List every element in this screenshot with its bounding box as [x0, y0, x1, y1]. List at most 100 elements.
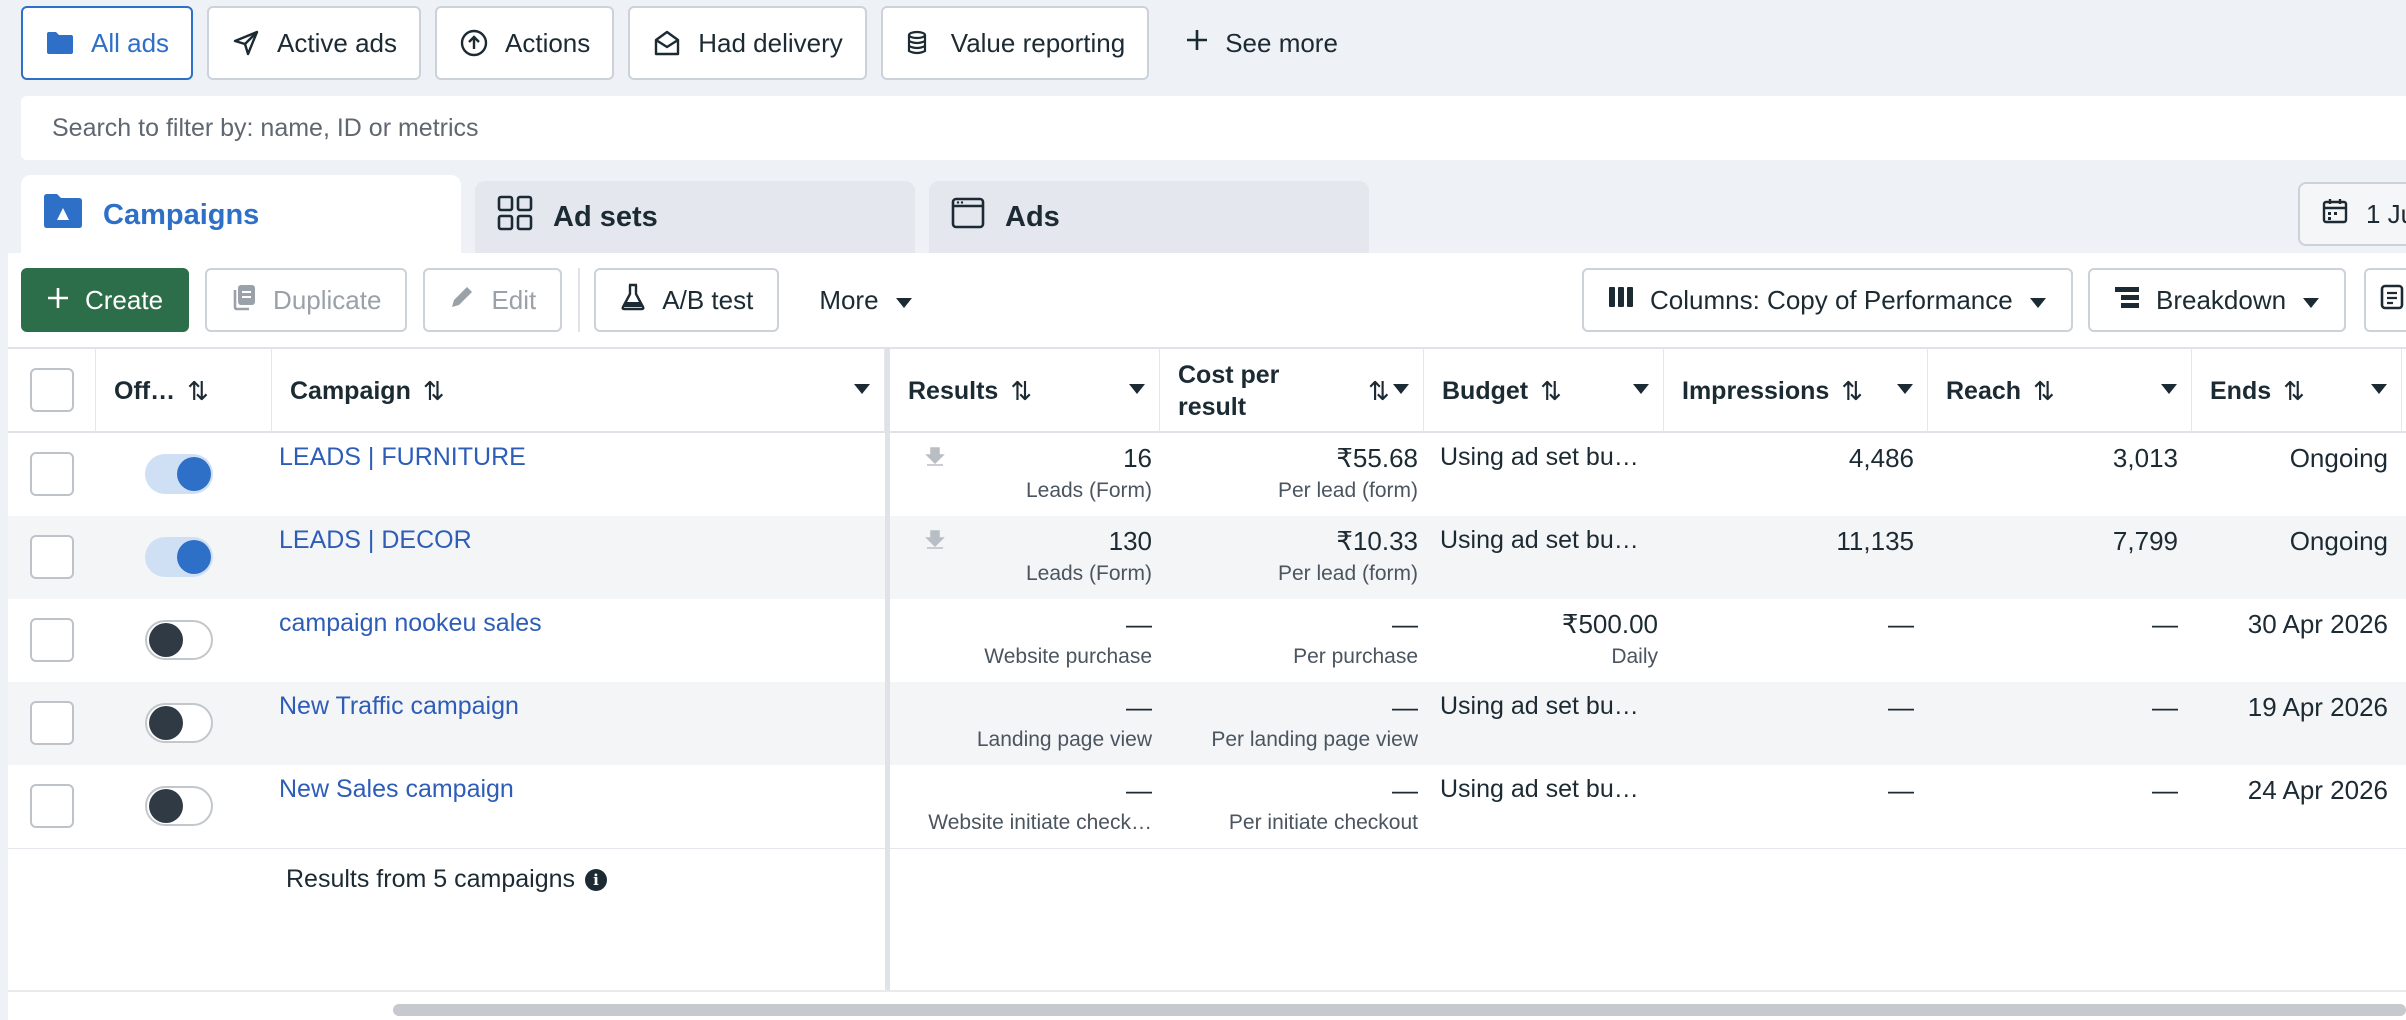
- campaign-name-link[interactable]: campaign nookeu sales: [279, 609, 542, 637]
- budget-value[interactable]: ₹500.00: [1561, 609, 1658, 639]
- sort-icon[interactable]: ⇅: [1540, 375, 1562, 406]
- row-checkbox[interactable]: [30, 784, 74, 828]
- header-results[interactable]: Results ⇅: [890, 349, 1160, 433]
- see-more-label: See more: [1225, 27, 1338, 58]
- create-button[interactable]: Create: [21, 268, 190, 332]
- pencil-icon: [449, 284, 475, 317]
- filter-had-delivery-label: Had delivery: [698, 27, 843, 58]
- campaign-toggle[interactable]: [145, 454, 213, 494]
- table-row[interactable]: New Sales campaign — Website initiate ch…: [8, 765, 2406, 848]
- more-button[interactable]: More: [795, 268, 936, 332]
- filter-all-ads[interactable]: All ads: [21, 6, 194, 80]
- filter-value-reporting[interactable]: Value reporting: [880, 6, 1150, 80]
- tab-ads[interactable]: Ads: [929, 181, 1369, 253]
- sort-icon[interactable]: ⇅: [187, 375, 209, 406]
- row-checkbox[interactable]: [30, 701, 74, 745]
- sort-icon[interactable]: ⇅: [1368, 376, 1390, 406]
- campaign-name-link[interactable]: LEADS | FURNITURE: [279, 443, 526, 471]
- sort-icon[interactable]: ⇅: [422, 375, 445, 406]
- caret-down-icon[interactable]: [2161, 384, 2177, 394]
- caret-down-icon[interactable]: [1633, 384, 1649, 394]
- results-type: Website initiate check…: [928, 811, 1152, 834]
- row-checkbox[interactable]: [30, 618, 74, 662]
- impressions-value: 11,135: [1836, 526, 1914, 556]
- table-row[interactable]: New Traffic campaign — Landing page view…: [8, 682, 2406, 765]
- caret-down-icon[interactable]: [854, 384, 870, 394]
- caret-down-icon[interactable]: [1129, 384, 1145, 394]
- header-budget[interactable]: Budget ⇅: [1424, 349, 1664, 433]
- header-reach[interactable]: Reach ⇅: [1928, 349, 2192, 433]
- budget-value[interactable]: Using ad set bu…: [1440, 692, 1639, 720]
- tab-campaigns[interactable]: Campaigns: [21, 175, 461, 255]
- table-row[interactable]: campaign nookeu sales — Website purchase…: [8, 599, 2406, 682]
- sort-icon[interactable]: ⇅: [1841, 375, 1864, 406]
- caret-down-icon[interactable]: [1897, 384, 1913, 394]
- cost-type: Per lead (form): [1277, 562, 1418, 585]
- sort-icon[interactable]: ⇅: [2283, 375, 2305, 406]
- results-type: Website purchase: [984, 645, 1152, 668]
- impressions-value: —: [1888, 609, 1914, 639]
- campaign-toggle[interactable]: [145, 786, 213, 826]
- toolbar: Create Duplicate Edit A/B test More: [8, 253, 2406, 347]
- tab-campaigns-label: Campaigns: [103, 198, 260, 231]
- duplicate-button[interactable]: Duplicate: [205, 268, 408, 332]
- horizontal-scrollbar[interactable]: [393, 1004, 2406, 1016]
- table-row[interactable]: LEADS | DECOR 130 Leads (Form) ₹10.33 Pe…: [8, 516, 2406, 599]
- results-type: Landing page view: [976, 728, 1152, 751]
- edit-button[interactable]: Edit: [423, 268, 563, 332]
- search-input[interactable]: Search to filter by: name, ID or metrics: [21, 96, 2406, 160]
- date-range-label: 1 Ju: [2366, 198, 2406, 229]
- header-select-cell: [8, 349, 96, 433]
- header-cost-per-result[interactable]: Cost per result ⇅: [1160, 349, 1424, 433]
- reports-button[interactable]: [2364, 268, 2406, 332]
- sort-icon[interactable]: ⇅: [2033, 375, 2055, 406]
- see-more-button[interactable]: See more: [1163, 6, 1360, 80]
- columns-button[interactable]: Columns: Copy of Performance: [1582, 268, 2073, 332]
- select-all-checkbox[interactable]: [30, 368, 74, 412]
- sort-icon[interactable]: ⇅: [1010, 375, 1033, 406]
- row-checkbox[interactable]: [30, 452, 74, 496]
- campaign-name-link[interactable]: New Traffic campaign: [279, 692, 519, 720]
- toggle-knob: [149, 706, 183, 740]
- arrow-up-circle-icon: [459, 28, 489, 58]
- caret-down-icon[interactable]: [2371, 384, 2387, 394]
- campaign-name-link[interactable]: LEADS | DECOR: [279, 526, 472, 554]
- row-checkbox[interactable]: [30, 535, 74, 579]
- campaign-name-link[interactable]: New Sales campaign: [279, 775, 514, 803]
- columns-label: Columns: Copy of Performance: [1650, 284, 2013, 315]
- calendar-icon: [2322, 198, 2348, 231]
- impressions-value: —: [1888, 775, 1914, 805]
- header-off-on-label: Off…: [114, 376, 176, 405]
- breakdown-button[interactable]: Breakdown: [2088, 268, 2347, 332]
- budget-value[interactable]: Using ad set bu…: [1440, 775, 1639, 803]
- table-row[interactable]: LEADS | FURNITURE 16 Leads (Form) ₹55.68…: [8, 433, 2406, 516]
- reach-value: —: [2152, 692, 2178, 722]
- filter-actions[interactable]: Actions: [435, 6, 615, 80]
- header-ends[interactable]: Ends ⇅: [2192, 349, 2402, 433]
- header-off-on[interactable]: Off… ⇅: [96, 349, 272, 433]
- campaign-toggle[interactable]: [145, 620, 213, 660]
- date-range-picker[interactable]: 1 Ju: [2298, 182, 2406, 246]
- paper-plane-icon: [231, 28, 261, 58]
- tab-ad-sets[interactable]: Ad sets: [475, 181, 915, 253]
- header-cost-label-line2: result: [1178, 393, 1247, 421]
- campaign-toggle[interactable]: [145, 537, 213, 577]
- budget-value[interactable]: Using ad set bu…: [1440, 443, 1639, 471]
- reach-value: 7,799: [2112, 526, 2178, 556]
- info-icon[interactable]: i: [585, 868, 608, 891]
- frozen-column-divider[interactable]: [885, 347, 890, 990]
- ends-value: 30 Apr 2026: [2247, 609, 2388, 639]
- filter-actions-label: Actions: [505, 27, 591, 58]
- header-budget-label: Budget: [1442, 376, 1529, 405]
- campaign-toggle[interactable]: [145, 703, 213, 743]
- header-impressions[interactable]: Impressions ⇅: [1664, 349, 1928, 433]
- budget-value[interactable]: Using ad set bu…: [1440, 526, 1639, 554]
- reach-value: —: [2152, 609, 2178, 639]
- filter-had-delivery[interactable]: Had delivery: [628, 6, 867, 80]
- ab-test-button[interactable]: A/B test: [594, 268, 780, 332]
- results-type: Leads (Form): [1025, 562, 1152, 585]
- filter-active-ads[interactable]: Active ads: [207, 6, 421, 80]
- caret-down-icon[interactable]: [1393, 384, 1409, 394]
- header-campaign[interactable]: Campaign ⇅: [272, 349, 885, 433]
- envelope-open-icon: [652, 28, 682, 58]
